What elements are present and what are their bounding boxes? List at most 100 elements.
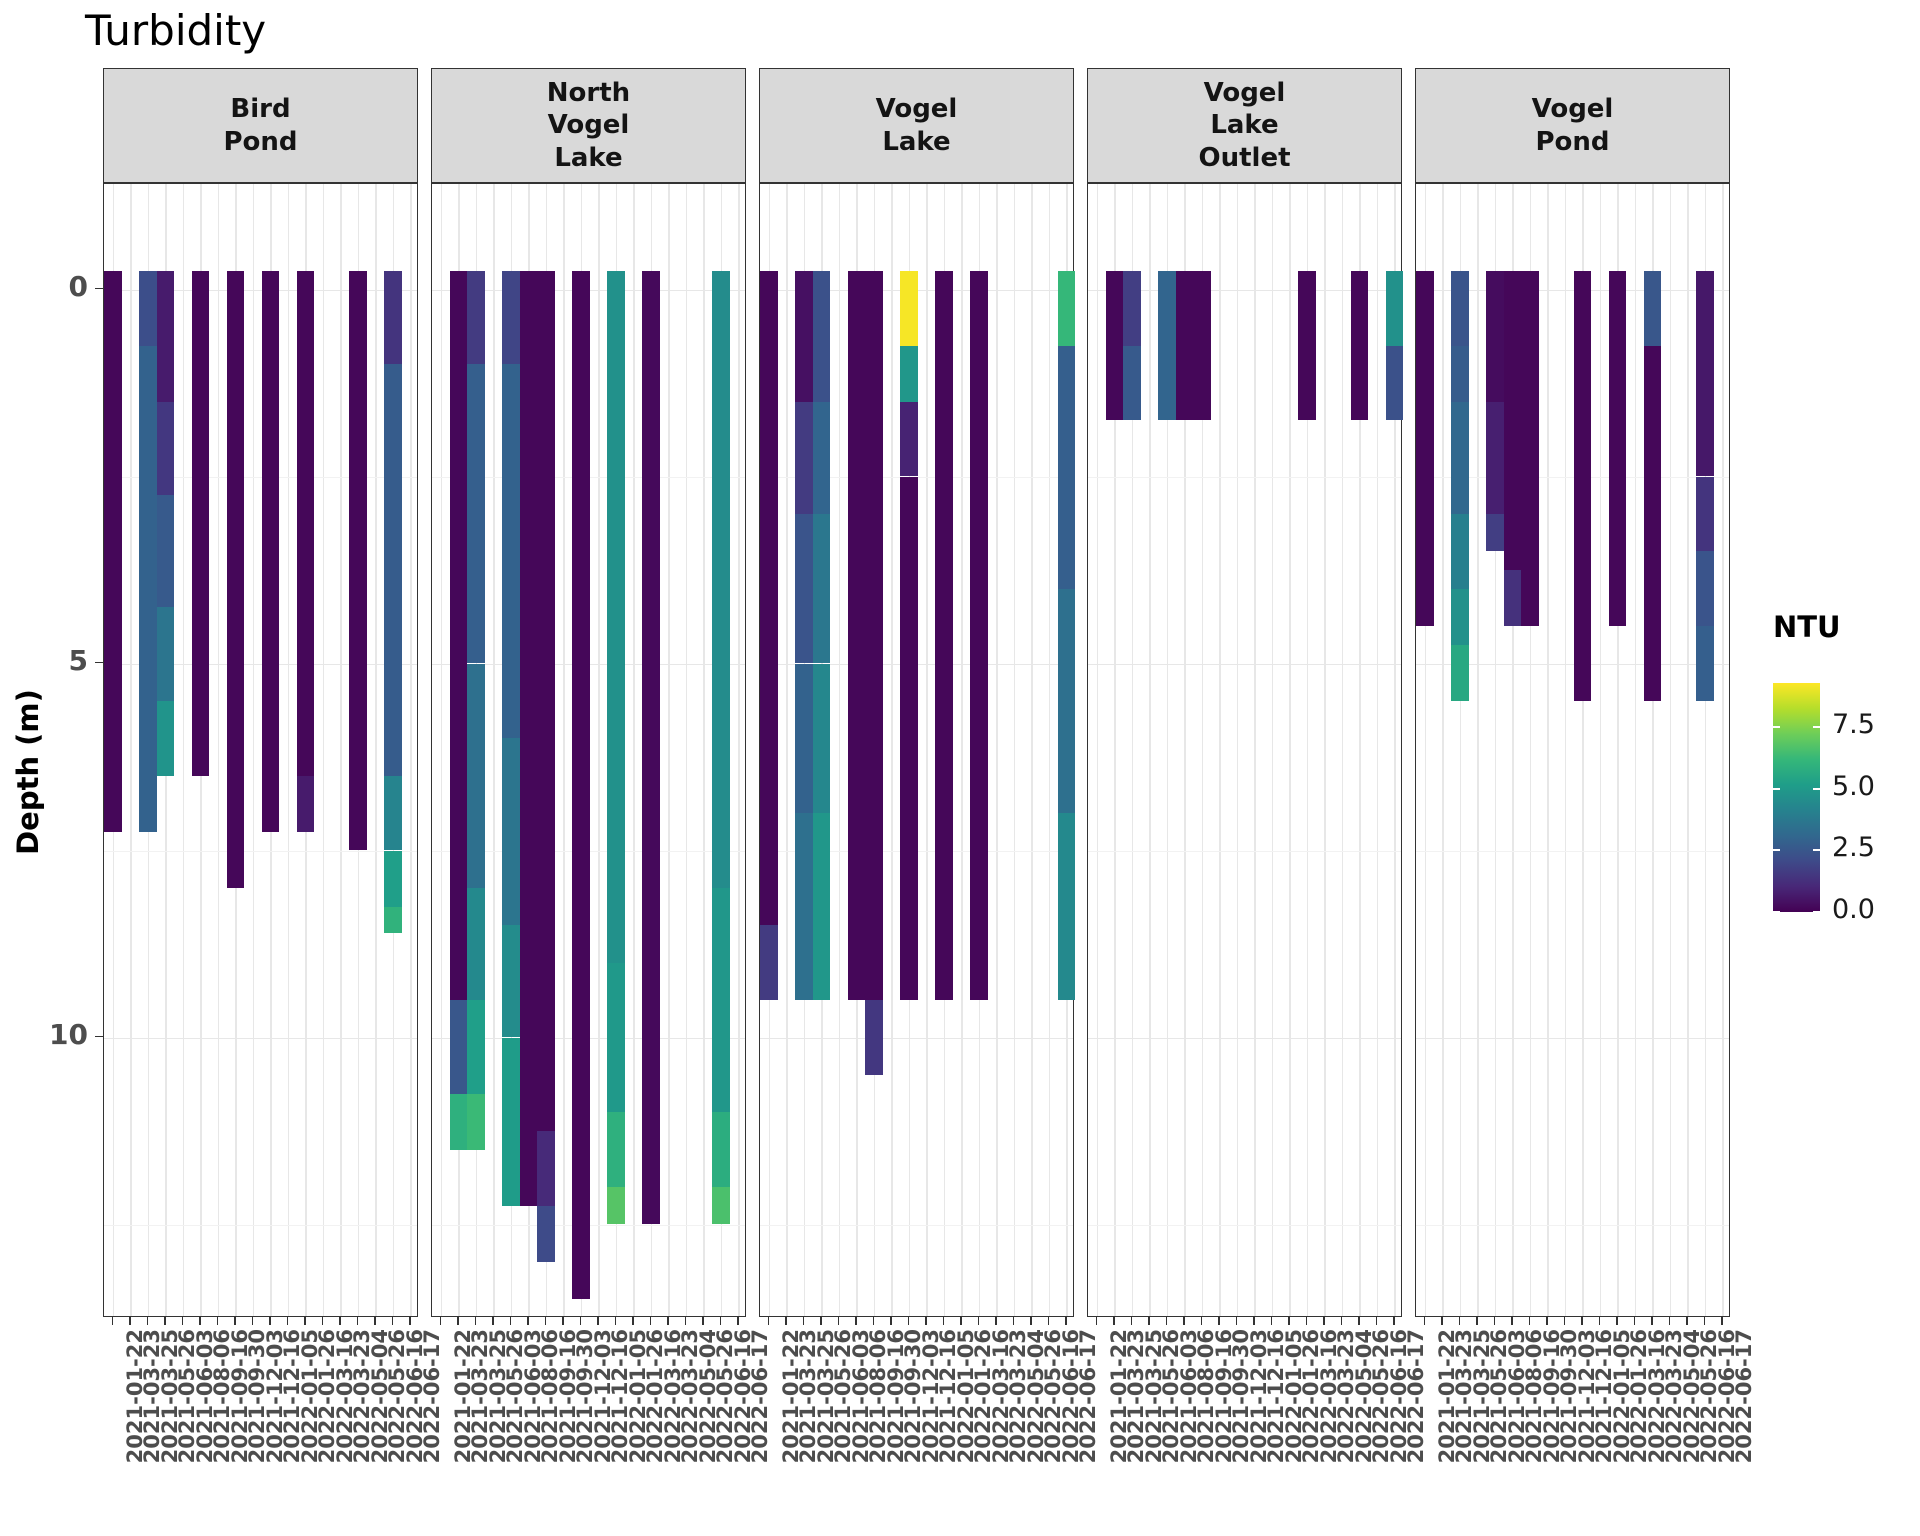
x-axis-tick	[321, 1317, 324, 1325]
grid-line-vertical	[633, 184, 635, 1316]
tile-segment	[712, 887, 730, 1113]
x-axis-tick	[286, 1317, 289, 1325]
tile-segment	[1175, 270, 1193, 421]
tile-segment	[1350, 270, 1368, 421]
tile-segment	[712, 270, 730, 888]
grid-line-vertical	[1599, 184, 1602, 1316]
x-axis-tick	[1270, 1317, 1273, 1325]
x-axis-tick	[942, 1317, 945, 1325]
facet-strip: North Vogel Lake	[431, 68, 746, 183]
tile-segment	[1123, 270, 1141, 346]
grid-line-vertical	[1359, 184, 1361, 1316]
x-axis-tick	[164, 1317, 166, 1325]
tile-segment	[812, 513, 830, 664]
x-axis-tick	[339, 1317, 341, 1325]
x-axis-tick	[1047, 1317, 1050, 1325]
tile-segment	[467, 663, 485, 888]
grid-line-vertical	[1394, 184, 1396, 1316]
x-axis-tick	[1546, 1317, 1548, 1325]
grid-line-major	[1416, 289, 1729, 291]
x-axis-tick	[509, 1317, 512, 1325]
tile-segment	[1486, 401, 1504, 514]
tile-segment	[760, 925, 778, 1001]
tile-segment	[1385, 270, 1403, 346]
tile-segment	[900, 345, 918, 402]
grid-line-minor	[1416, 476, 1729, 478]
x-axis-tick	[785, 1317, 787, 1325]
x-axis-tick	[474, 1317, 477, 1325]
x-axis-tick	[1095, 1317, 1098, 1325]
x-axis-tick	[597, 1317, 599, 1325]
x-axis-tick	[1458, 1317, 1461, 1325]
tile-segment	[1573, 270, 1591, 701]
tile-segment	[1486, 513, 1504, 552]
tile-segment	[467, 1093, 485, 1150]
tile-segment	[296, 775, 314, 832]
grid-line-vertical	[252, 184, 255, 1316]
facet-panel	[431, 183, 746, 1317]
x-axis-tick	[374, 1317, 376, 1325]
grid-line-vertical	[1617, 184, 1619, 1316]
colorbar-legend: NTU 0.0 2.5 5.0 7.5	[1752, 600, 1920, 960]
x-axis-tick	[702, 1317, 704, 1325]
legend-colorbar	[1773, 683, 1820, 912]
grid-line-vertical	[1512, 184, 1514, 1316]
tile-segment	[156, 401, 174, 496]
x-axis-tick	[439, 1317, 442, 1325]
x-axis-tick	[890, 1317, 892, 1325]
grid-line-vertical	[1652, 184, 1654, 1316]
grid-line-major	[1088, 289, 1401, 291]
x-axis-tick	[1200, 1317, 1203, 1325]
grid-line-minor	[1088, 850, 1401, 852]
x-axis-tick	[960, 1317, 962, 1325]
tile-segment	[384, 775, 402, 851]
grid-line-vertical	[182, 184, 185, 1316]
tile-segment	[519, 270, 537, 1206]
tile-segment	[537, 270, 555, 1131]
grid-line-vertical	[1166, 184, 1169, 1316]
x-axis-tick	[907, 1317, 910, 1325]
grid-line-vertical	[1114, 184, 1116, 1316]
grid-line-minor	[1088, 476, 1401, 478]
tile-segment	[795, 663, 813, 814]
tile-segment	[502, 364, 520, 739]
x-axis-tick	[1375, 1317, 1378, 1325]
grid-line-vertical	[563, 184, 565, 1316]
tile-segment	[1696, 551, 1714, 627]
tile-segment	[900, 270, 918, 346]
grid-line-vertical	[1048, 184, 1051, 1316]
grid-line-minor	[1088, 1224, 1401, 1226]
tile-segment	[900, 401, 918, 477]
tile-segment	[296, 270, 314, 776]
legend-tick-label: 0.0	[1832, 894, 1875, 925]
tile-segment	[900, 476, 918, 1001]
x-axis-tick	[1340, 1317, 1343, 1325]
x-axis-tick	[1253, 1317, 1255, 1325]
tile-segment	[467, 887, 485, 1001]
grid-line-major	[1416, 1037, 1729, 1039]
legend-tick	[1773, 911, 1780, 913]
x-axis-tick	[409, 1317, 411, 1325]
tile-segment	[712, 1112, 730, 1188]
tile-segment	[812, 270, 830, 402]
grid-line-vertical	[217, 184, 220, 1316]
tile-segment	[607, 1187, 625, 1225]
x-axis-tick	[1581, 1317, 1583, 1325]
x-axis-tick	[1493, 1317, 1496, 1325]
grid-line-major	[104, 289, 417, 291]
tile-segment	[1451, 345, 1469, 402]
grid-line-vertical	[1184, 184, 1186, 1316]
legend-tick	[1813, 726, 1820, 729]
tile-segment	[1385, 345, 1403, 421]
grid-line-vertical	[961, 184, 963, 1316]
tile-segment	[865, 270, 883, 1001]
grid-line-vertical	[340, 184, 342, 1316]
tile-segment	[812, 813, 830, 1001]
x-axis-tick	[802, 1317, 805, 1325]
tile-segment	[156, 270, 174, 402]
x-axis-tick	[1563, 1317, 1566, 1325]
y-axis-title: Depth (m)	[11, 689, 45, 855]
tile-segment	[156, 607, 174, 701]
grid-line-vertical	[1013, 184, 1016, 1316]
